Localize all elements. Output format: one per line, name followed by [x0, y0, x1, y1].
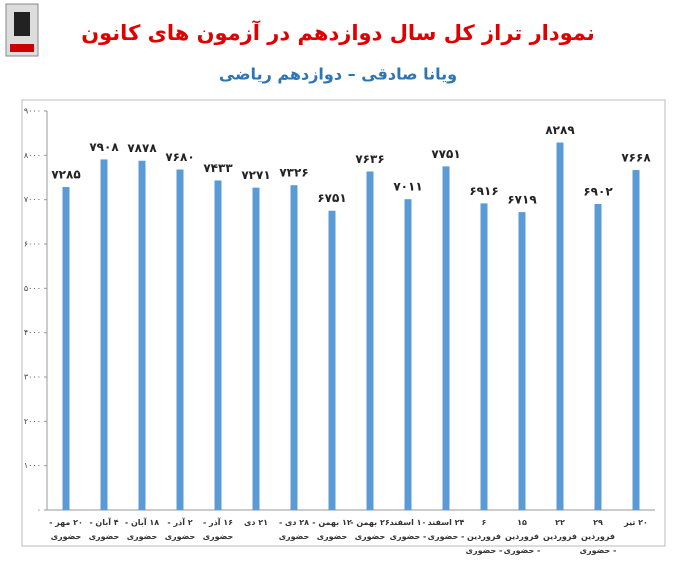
value-label: ۷۲۸۵ — [51, 168, 80, 182]
y-tick-label: ۸۰۰۰ — [24, 151, 41, 160]
plot-frame — [21, 99, 666, 547]
value-label: ۷۴۳۳ — [203, 161, 233, 175]
value-label: ۷۶۳۶ — [355, 152, 384, 166]
value-label: ۷۹۰۸ — [89, 140, 119, 154]
y-tick-label: ۰ — [37, 506, 41, 515]
logo-figure — [14, 12, 30, 36]
y-tick-label: ۵۰۰۰ — [24, 284, 41, 293]
x-tick-label: ۲۹ فروردین - حضوری — [579, 518, 617, 555]
value-label: ۷۷۵۱ — [431, 147, 460, 161]
y-tick-label: ۶۰۰۰ — [24, 240, 41, 249]
value-label: ۶۷۱۹ — [507, 193, 537, 207]
value-label: ۶۷۵۱ — [317, 191, 346, 205]
bar — [138, 160, 146, 510]
x-tick-label: ۲۰ مهر - حضوری — [49, 518, 83, 541]
bar — [518, 212, 526, 510]
bar — [632, 170, 640, 510]
bar — [62, 187, 70, 510]
bar — [556, 142, 564, 510]
value-label: ۷۳۲۶ — [279, 166, 308, 180]
value-label: ۷۸۷۸ — [127, 141, 157, 155]
bar — [176, 169, 184, 510]
x-tick-label: ۲۴ اسفند - حضوری — [427, 518, 465, 541]
value-label: ۷۲۷۱ — [241, 168, 270, 182]
y-tick-label: ۳۰۰۰ — [24, 373, 41, 382]
chart-title: نمودار تراز کل سال دوازدهم در آزمون های … — [81, 20, 595, 45]
value-label: ۷۶۸۰ — [165, 150, 194, 164]
bar — [442, 166, 450, 511]
value-label: ۶۹۰۲ — [583, 185, 613, 199]
x-tick-label: ۲۲ فروردین — [542, 518, 578, 541]
y-tick-label: ۱۰۰۰ — [24, 461, 41, 470]
value-label: ۶۹۱۶ — [469, 184, 498, 198]
bar — [328, 210, 336, 510]
bar — [100, 159, 108, 511]
x-tick-label: ۲۰ تیر — [624, 518, 648, 527]
y-tick-label: ۴۰۰۰ — [24, 328, 41, 337]
x-tick-label: ۱۲ بهمن - حضوری — [312, 518, 352, 541]
bar — [290, 185, 298, 511]
x-tick-label: ۱۶ آذر - حضوری — [202, 518, 234, 541]
x-tick-label: ۲۱ دی — [244, 518, 268, 527]
value-label: ۷۰۱۱ — [393, 180, 422, 194]
logo-band — [10, 44, 34, 52]
bar — [404, 199, 412, 510]
y-tick-label: ۷۰۰۰ — [24, 195, 41, 204]
x-tick-label: ۱۸ آبان - حضوری — [124, 518, 160, 541]
bar — [252, 187, 260, 510]
x-tick-label: ۱۰ اسفند - حضوری — [389, 518, 427, 541]
y-tick-label: ۲۰۰۰ — [24, 417, 41, 426]
value-label: ۷۶۶۸ — [621, 151, 651, 165]
x-tick-label: ۴ آبان - حضوری — [88, 518, 120, 541]
chart-subtitle: ویانا صادقی – دوازدهم ریاضی — [219, 65, 457, 84]
bar — [480, 203, 488, 510]
x-tick-label: ۲۶ بهمن - حضوری — [350, 518, 390, 541]
value-label: ۸۲۸۹ — [545, 123, 575, 137]
bar — [366, 171, 374, 510]
x-tick-label: ۶ فروردین - حضوری — [465, 518, 503, 555]
bar — [214, 180, 222, 510]
y-tick-label: ۹۰۰۰ — [24, 107, 41, 116]
x-tick-label: ۲۸ دی - حضوری — [278, 518, 310, 541]
x-tick-label: ۱۵ فروردین - حضوری — [503, 518, 541, 555]
bar — [594, 204, 602, 510]
x-tick-label: ۲ آذر - حضوری — [164, 518, 196, 541]
